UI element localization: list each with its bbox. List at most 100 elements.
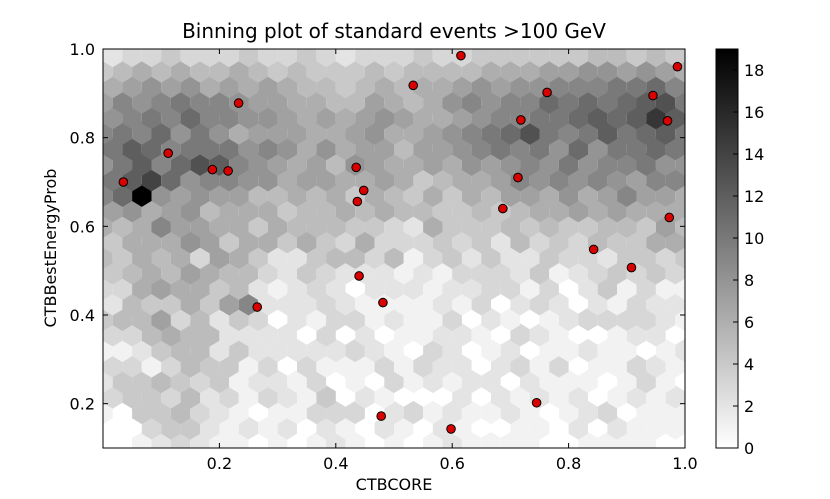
- hex-cell: [355, 354, 375, 378]
- hex-cell: [607, 137, 627, 161]
- hex-cell: [190, 152, 210, 176]
- hex-cell: [277, 385, 297, 409]
- hex-cell: [335, 137, 356, 161]
- hex-cell: [461, 121, 482, 145]
- hex-cell: [413, 292, 433, 316]
- hex-cell: [345, 369, 365, 394]
- hex-cell: [626, 416, 647, 440]
- hex-cell: [190, 369, 210, 394]
- hex-cell: [200, 323, 220, 347]
- hex-cell: [141, 323, 162, 347]
- hex-cell: [151, 183, 171, 207]
- hex-cell: [442, 400, 462, 425]
- hex-cell: [588, 168, 608, 192]
- hex-cell: [297, 49, 317, 68]
- hex-cell: [655, 90, 676, 114]
- hex-cell: [520, 214, 540, 238]
- event-point: [354, 271, 364, 281]
- hex-cell: [685, 137, 704, 160]
- hex-cell: [200, 354, 220, 378]
- hex-cell: [170, 276, 191, 300]
- hex-cell: [316, 49, 336, 68]
- hex-cell: [394, 106, 414, 130]
- hex-cell: [229, 214, 249, 238]
- hex-cell: [452, 292, 472, 316]
- hex-cell: [539, 245, 559, 269]
- hex-cell: [345, 338, 365, 363]
- hex-cell: [277, 137, 297, 161]
- hex-cell: [529, 49, 550, 68]
- hex-cell: [432, 75, 453, 99]
- hex-cell: [432, 137, 453, 161]
- hex-cell: [626, 168, 647, 192]
- hex-cell: [665, 416, 685, 440]
- hex-cell: [471, 230, 491, 254]
- hex-cell: [617, 183, 637, 207]
- hex-cell: [316, 168, 336, 192]
- hex-cell: [190, 400, 210, 425]
- hex-cell: [287, 183, 307, 207]
- hex-cell: [452, 168, 472, 192]
- hex-cell: [675, 338, 685, 363]
- hex-cell: [588, 261, 608, 285]
- hex-cell: [335, 416, 356, 440]
- hex-cell: [617, 90, 637, 114]
- hex-cell: [432, 261, 453, 285]
- hex-cell: [558, 183, 579, 207]
- hex-cell: [500, 90, 521, 114]
- hex-cell: [335, 230, 356, 254]
- hex-cell: [180, 137, 200, 161]
- hex-cell: [364, 121, 385, 145]
- hex-cell: [452, 261, 472, 285]
- event-point: [542, 87, 552, 98]
- colorbar-ticks: 0 2 4 6 8 10 12 14 16 18: [733, 61, 764, 458]
- hex-cell: [258, 137, 278, 161]
- hex-cell: [122, 168, 142, 192]
- hex-cell: [394, 323, 414, 347]
- hex-cell: [539, 152, 559, 176]
- hex-cell: [646, 323, 666, 347]
- hex-cell: [103, 106, 123, 130]
- hex-cell: [180, 416, 200, 440]
- hex-cell: [578, 90, 598, 114]
- hex-cell: [617, 59, 637, 83]
- hex-cell: [112, 369, 133, 394]
- hex-cell: [588, 49, 608, 68]
- hex-cell: [103, 137, 123, 161]
- hex-cell: [374, 385, 394, 409]
- hex-cell: [539, 121, 559, 145]
- hex-cell: [229, 369, 249, 394]
- hex-cell: [646, 385, 666, 409]
- hex-cell: [500, 245, 521, 269]
- hex-cell: [219, 49, 239, 68]
- hex-cell: [141, 261, 162, 285]
- hex-cell: [491, 49, 511, 68]
- hex-cell: [403, 400, 424, 425]
- hex-cell: [151, 152, 171, 176]
- hex-cell: [355, 323, 375, 347]
- hex-cell: [520, 90, 540, 114]
- hex-cell: [646, 168, 666, 192]
- hex-cell: [316, 261, 336, 285]
- hex-cell: [549, 354, 569, 378]
- hex-cell: [491, 261, 511, 285]
- event-point: [531, 397, 542, 408]
- hex-cell: [335, 292, 356, 316]
- hex-cell: [200, 261, 220, 285]
- hex-cell: [219, 137, 239, 161]
- hex-cell: [607, 385, 627, 409]
- hex-cell: [122, 230, 142, 254]
- x-tick-label: 1.0: [672, 454, 697, 473]
- hex-cell: [529, 230, 550, 254]
- hex-cell: [335, 106, 356, 130]
- hex-cell: [316, 323, 336, 347]
- hex-cell: [306, 276, 327, 300]
- hex-cell: [335, 75, 356, 99]
- hex-cell: [685, 106, 704, 129]
- hex-cell: [219, 199, 239, 223]
- hex-cell: [277, 199, 297, 223]
- hex-cell: [103, 75, 123, 99]
- hex-cell: [491, 106, 511, 130]
- hex-cell: [306, 90, 327, 114]
